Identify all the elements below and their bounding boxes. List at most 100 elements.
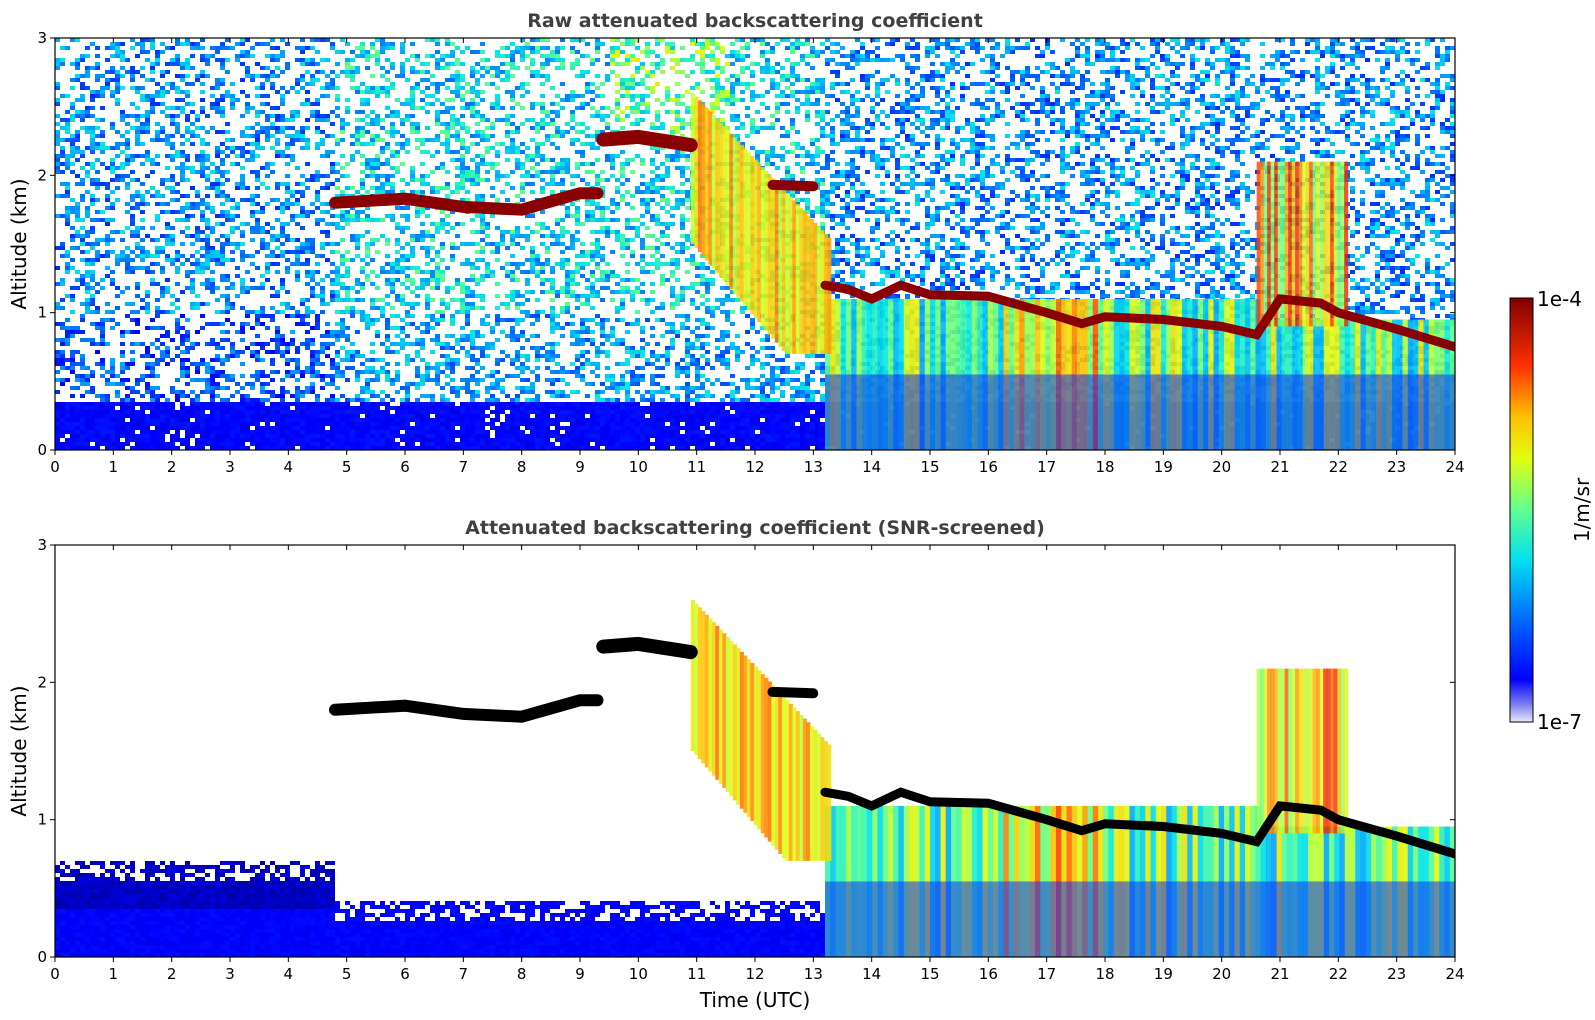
noise-cell: [295, 390, 300, 394]
noise-cell: [70, 394, 75, 398]
noise-cell: [295, 90, 300, 94]
noise-cell: [550, 122, 555, 126]
noise-cell: [185, 446, 190, 450]
noise-cell: [170, 178, 175, 182]
noise-cell: [500, 438, 505, 442]
noise-cell: [310, 374, 315, 378]
noise-cell: [135, 378, 140, 382]
noise-cell: [480, 162, 485, 166]
noise-cell: [105, 86, 110, 90]
noise-cell: [450, 50, 455, 54]
noise-cell: [140, 98, 145, 102]
noise-cell: [110, 438, 115, 442]
noise-cell: [255, 226, 260, 230]
noise-cell: [265, 434, 270, 438]
noise-cell: [335, 226, 340, 230]
noise-cell: [345, 258, 350, 262]
noise-cell: [470, 366, 475, 370]
noise-cell: [195, 170, 200, 174]
noise-cell: [110, 362, 115, 366]
noise-cell: [485, 70, 490, 74]
noise-cell: [480, 130, 485, 134]
noise-cell: [160, 394, 165, 398]
noise-cell: [515, 66, 520, 70]
noise-cell: [210, 398, 215, 402]
noise-cell: [425, 126, 430, 130]
noise-cell: [195, 378, 200, 382]
noise-cell: [320, 246, 325, 250]
noise-cell: [460, 62, 465, 66]
noise-cell: [450, 370, 455, 374]
noise-cell: [325, 38, 330, 42]
noise-cell: [345, 426, 350, 430]
noise-cell: [100, 406, 105, 410]
noise-cell: [290, 110, 295, 114]
noise-cell: [400, 398, 405, 402]
noise-cell: [425, 366, 430, 370]
noise-cell: [190, 270, 195, 274]
noise-cell: [230, 198, 235, 202]
noise-cell: [440, 310, 445, 314]
noise-cell: [460, 74, 465, 78]
noise-cell: [285, 430, 290, 434]
noise-cell: [75, 98, 80, 102]
noise-cell: [390, 62, 395, 66]
noise-cell: [160, 410, 165, 414]
noise-cell: [210, 410, 215, 414]
noise-cell: [220, 434, 225, 438]
noise-cell: [105, 218, 110, 222]
noise-cell: [540, 438, 545, 442]
noise-cell: [55, 122, 60, 126]
noise-cell: [390, 186, 395, 190]
noise-cell: [530, 50, 535, 54]
noise-cell: [300, 418, 305, 422]
noise-cell: [55, 414, 60, 418]
noise-cell: [150, 414, 155, 418]
noise-cell: [410, 342, 415, 346]
noise-cell: [285, 342, 290, 346]
noise-cell: [290, 446, 295, 450]
noise-cell: [545, 46, 550, 50]
noise-cell: [445, 290, 450, 294]
noise-cell: [520, 446, 525, 450]
noise-cell: [60, 118, 65, 122]
noise-cell: [525, 418, 530, 422]
noise-cell: [200, 58, 205, 62]
noise-cell: [480, 334, 485, 338]
noise-cell: [115, 146, 120, 150]
noise-cell: [95, 406, 100, 410]
noise-cell: [465, 262, 470, 266]
noise-cell: [420, 234, 425, 238]
noise-cell: [550, 286, 555, 290]
noise-cell: [90, 322, 95, 326]
noise-cell: [370, 422, 375, 426]
noise-cell: [405, 102, 410, 106]
noise-cell: [145, 418, 150, 422]
noise-cell: [460, 410, 465, 414]
noise-cell: [315, 206, 320, 210]
noise-cell: [340, 322, 345, 326]
noise-cell: [85, 190, 90, 194]
noise-cell: [425, 62, 430, 66]
noise-cell: [505, 374, 510, 378]
noise-cell: [285, 302, 290, 306]
noise-cell: [490, 438, 495, 442]
noise-cell: [545, 122, 550, 126]
noise-cell: [505, 262, 510, 266]
noise-cell: [310, 382, 315, 386]
noise-cell: [470, 374, 475, 378]
noise-cell: [220, 310, 225, 314]
noise-cell: [80, 318, 85, 322]
noise-cell: [295, 130, 300, 134]
noise-cell: [560, 262, 565, 266]
noise-cell: [505, 438, 510, 442]
noise-cell: [185, 234, 190, 238]
noise-cell: [110, 270, 115, 274]
noise-cell: [365, 98, 370, 102]
noise-cell: [485, 134, 490, 138]
noise-cell: [340, 426, 345, 430]
noise-cell: [370, 298, 375, 302]
noise-cell: [180, 402, 185, 406]
noise-cell: [375, 442, 380, 446]
noise-cell: [285, 134, 290, 138]
